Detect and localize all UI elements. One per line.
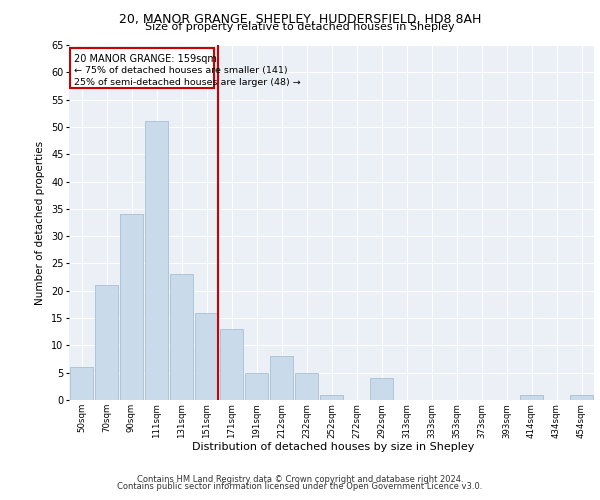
Bar (95, 286, 118, 400)
Bar (320, 394, 343, 400)
Bar (220, 329, 243, 400)
Text: 20, MANOR GRANGE, SHEPLEY, HUDDERSFIELD, HD8 8AH: 20, MANOR GRANGE, SHEPLEY, HUDDERSFIELD,… (119, 12, 481, 26)
Bar (245, 372, 268, 400)
Bar (70, 367, 93, 400)
Bar (120, 214, 143, 400)
Bar (170, 274, 193, 400)
Text: Contains public sector information licensed under the Open Government Licence v3: Contains public sector information licen… (118, 482, 482, 491)
Text: Distribution of detached houses by size in Shepley: Distribution of detached houses by size … (192, 442, 474, 452)
Text: ← 75% of detached houses are smaller (141): ← 75% of detached houses are smaller (14… (74, 66, 287, 75)
Text: 20 MANOR GRANGE: 159sqm: 20 MANOR GRANGE: 159sqm (74, 54, 217, 64)
Bar (370, 378, 393, 400)
Bar (270, 356, 293, 400)
Text: Size of property relative to detached houses in Shepley: Size of property relative to detached ho… (145, 22, 455, 32)
Y-axis label: Number of detached properties: Number of detached properties (35, 140, 46, 304)
Bar (520, 394, 543, 400)
Bar (145, 122, 168, 400)
FancyBboxPatch shape (70, 48, 214, 88)
Bar (195, 312, 218, 400)
Bar (295, 372, 318, 400)
Text: Contains HM Land Registry data © Crown copyright and database right 2024.: Contains HM Land Registry data © Crown c… (137, 475, 463, 484)
Bar (570, 394, 593, 400)
Text: 25% of semi-detached houses are larger (48) →: 25% of semi-detached houses are larger (… (74, 78, 301, 87)
